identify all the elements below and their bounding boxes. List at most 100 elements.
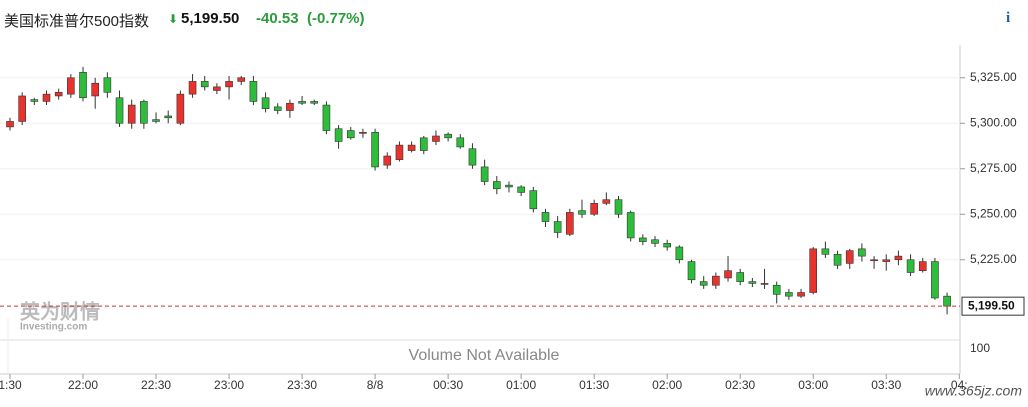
candle-body xyxy=(675,246,684,261)
candle-body xyxy=(821,248,830,255)
candle-body xyxy=(127,104,136,124)
candle-body xyxy=(407,144,416,151)
candle-body xyxy=(249,81,258,102)
candle-body xyxy=(419,137,428,151)
candle-body xyxy=(334,128,343,142)
candle-body xyxy=(322,104,331,131)
candle-body xyxy=(359,132,367,134)
y-tick-label: 5,325.00 xyxy=(970,70,1017,84)
candle-body xyxy=(456,137,465,148)
y-tick-label: 5,225.00 xyxy=(970,252,1017,266)
x-tick-label: 01:00 xyxy=(506,378,536,392)
candle-body xyxy=(237,77,246,82)
candle-body xyxy=(858,248,866,257)
candle-body xyxy=(395,144,404,160)
candle-body xyxy=(833,254,842,266)
candle-body xyxy=(140,101,148,124)
instrument-name: 美国标准普尔500指数 xyxy=(4,13,150,30)
candle-body xyxy=(298,101,306,104)
x-tick-label: 02:00 xyxy=(652,378,682,392)
candle-body xyxy=(797,292,805,297)
y-tick-label: 5,275.00 xyxy=(970,161,1017,175)
candle-body xyxy=(724,270,732,279)
candle-body xyxy=(346,130,355,139)
candle-body xyxy=(42,93,51,102)
candle-body xyxy=(188,81,197,95)
candle-body xyxy=(870,259,878,262)
candle-body xyxy=(614,199,623,215)
y-tick-label: 5,250.00 xyxy=(970,206,1017,220)
candle-body xyxy=(517,186,525,193)
candle-body xyxy=(943,295,951,307)
x-tick-label: 23:30 xyxy=(287,378,317,392)
x-tick-label: 01:30 xyxy=(579,378,609,392)
candle-body xyxy=(213,86,221,91)
last-price-box xyxy=(961,296,1025,316)
site-watermark: www.365jz.com xyxy=(925,383,1023,399)
candle-body xyxy=(639,237,647,242)
candle-body xyxy=(115,97,124,124)
candle-body xyxy=(103,77,112,93)
down-arrow: ⬇ xyxy=(168,12,179,26)
candle-body xyxy=(809,248,818,293)
candle-body xyxy=(663,243,671,248)
candle-body xyxy=(553,221,562,233)
candle-body xyxy=(845,250,854,264)
candle-body xyxy=(785,292,793,297)
candle-body xyxy=(67,77,75,95)
candle-body xyxy=(30,99,39,102)
candle-body xyxy=(261,97,270,109)
x-tick-label: 23:00 xyxy=(214,378,244,392)
candle-body xyxy=(480,166,489,182)
volume-note: Volume Not Available xyxy=(409,347,560,364)
candle-body xyxy=(225,81,233,88)
candle-body xyxy=(772,284,781,295)
x-tick-label: 02:30 xyxy=(725,378,755,392)
candle-body xyxy=(200,81,209,88)
candle-body xyxy=(79,72,87,99)
candle-body xyxy=(444,133,452,139)
candle-body xyxy=(371,132,379,168)
price: 5,199.50 xyxy=(181,10,240,27)
watermark: 英为财情 xyxy=(20,299,100,323)
candle-body xyxy=(505,184,513,188)
candle-body xyxy=(687,261,696,281)
candle-body xyxy=(310,101,319,104)
x-tick-label: 03:30 xyxy=(871,378,901,392)
candle-body xyxy=(541,212,550,222)
candle-body xyxy=(273,106,282,111)
candle-body xyxy=(176,93,185,124)
candle-body xyxy=(651,239,659,244)
candle-body xyxy=(590,203,598,215)
y-tick-label: 5,300.00 xyxy=(970,115,1017,129)
candle-body xyxy=(931,261,939,299)
candle-body xyxy=(882,259,891,262)
x-tick-label: 04: xyxy=(951,378,968,392)
candle-body xyxy=(712,275,720,286)
candle-body xyxy=(492,181,501,190)
candle-body xyxy=(54,92,63,97)
volume-tick-label: 100 xyxy=(970,341,990,355)
candle-body xyxy=(760,283,769,285)
candle-body xyxy=(699,281,708,286)
x-tick-label: 1:30 xyxy=(0,378,22,392)
candle-body xyxy=(566,212,574,235)
candle-body xyxy=(578,210,586,215)
x-tick-label: 22:00 xyxy=(68,378,98,392)
x-tick-label: 00:30 xyxy=(433,378,463,392)
change-pct: (-0.77%) xyxy=(307,10,365,27)
candle-body xyxy=(91,82,99,97)
watermark-sub: Investing.com xyxy=(20,322,87,333)
candle-body xyxy=(18,95,26,122)
candle-body xyxy=(286,102,294,111)
x-tick-label: 03:00 xyxy=(798,378,828,392)
candle-body xyxy=(748,281,757,284)
change: -40.53 xyxy=(256,10,299,27)
candle-body xyxy=(468,148,477,166)
candle-body xyxy=(602,199,611,204)
info-button[interactable]: i xyxy=(1006,10,1011,26)
candle-body xyxy=(383,155,392,166)
candle-body xyxy=(164,115,173,119)
